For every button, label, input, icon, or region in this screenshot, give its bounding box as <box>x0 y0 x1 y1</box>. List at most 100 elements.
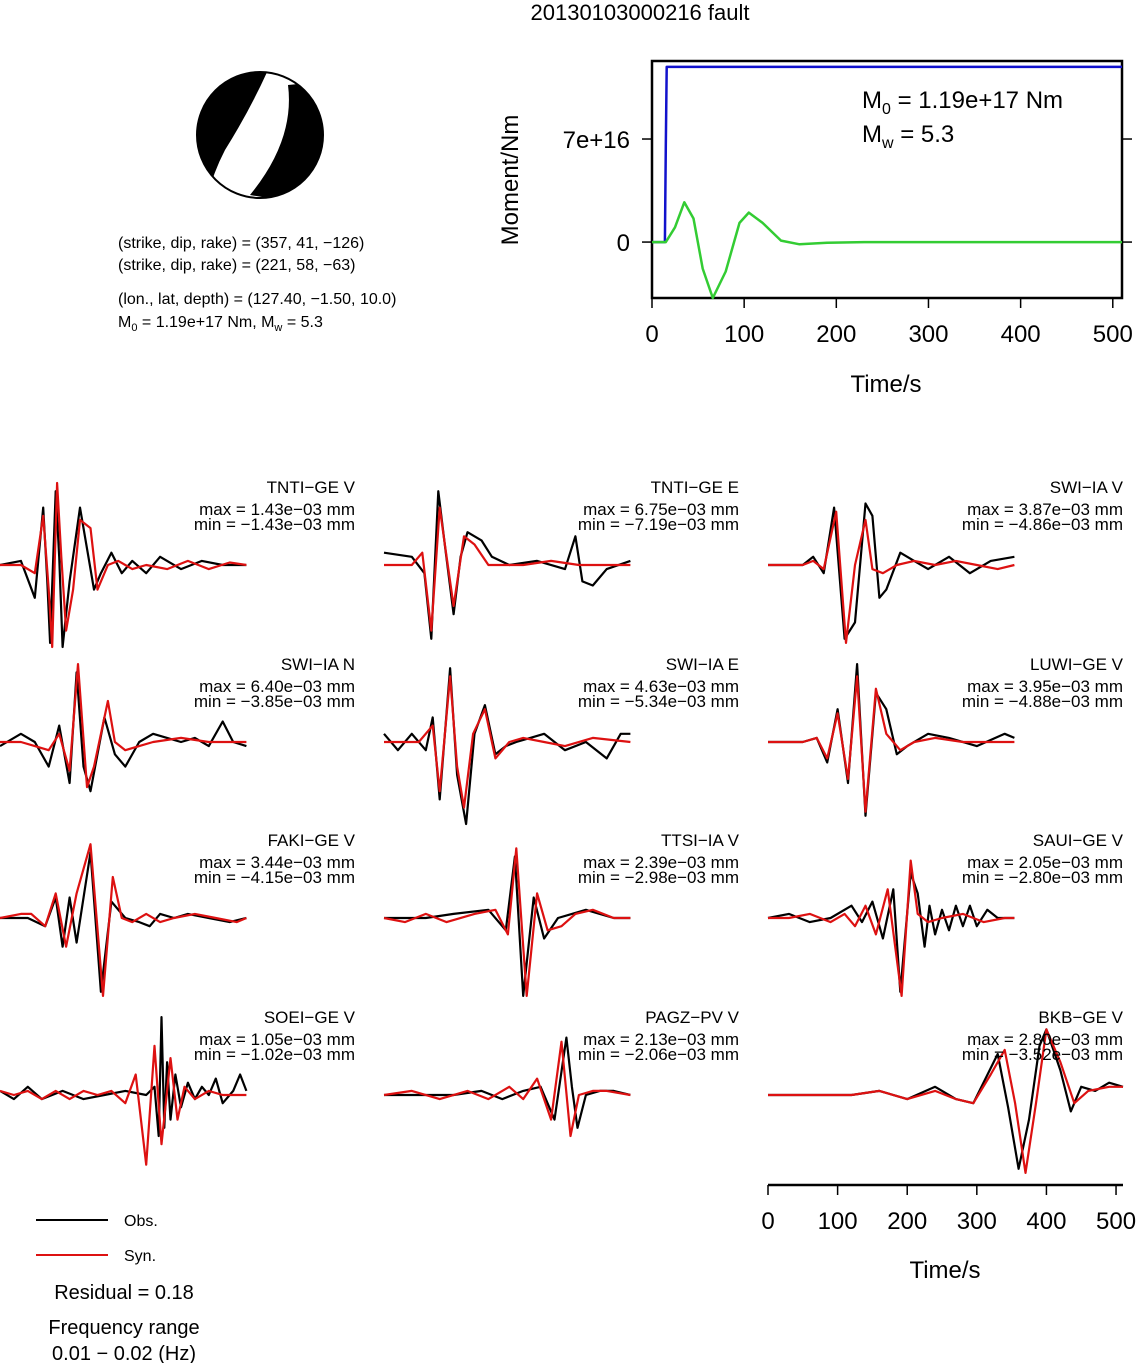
legend: Obs. Syn. <box>36 1213 158 1265</box>
synthetic-trace <box>0 662 247 789</box>
moment-ytick-label: 7e+16 <box>563 127 630 154</box>
station-max: max = 2.39e−03 mm <box>583 853 739 872</box>
station-min: min = −7.19e−03 mm <box>578 515 739 534</box>
station-name: FAKI−GE V <box>268 831 356 850</box>
station-name: TNTI−GE E <box>651 478 739 497</box>
figure-title: 20130103000216 fault <box>531 0 750 25</box>
station-name: SWI−IA N <box>281 655 355 674</box>
moment-xtick-label: 200 <box>816 321 856 348</box>
moment-xtick-label: 100 <box>724 321 764 348</box>
wave-xtick-label: 400 <box>1026 1208 1066 1235</box>
observed-trace <box>767 871 1015 993</box>
observed-trace <box>0 671 247 793</box>
station-min: min = −2.80e−03 mm <box>962 868 1123 887</box>
moment-xlabel: Time/s <box>850 371 921 398</box>
station-name: SWI−IA V <box>1050 478 1124 497</box>
waveform-time-axis: 0 100 200 300 400 500 <box>761 1183 1136 1235</box>
moment-axes: 0 100 200 300 400 500 0 7e+16 <box>563 127 1133 348</box>
observed-trace <box>768 502 1015 640</box>
station-name: BKB−GE V <box>1038 1008 1123 1027</box>
m0-value: = 1.19e+17 Nm, <box>137 314 261 331</box>
moment-line: M0 = 1.19e+17 Nm, Mw = 5.3 <box>118 314 323 334</box>
synthetic-trace <box>768 1028 1123 1175</box>
station-min: min = −5.34e−03 mm <box>578 692 739 711</box>
synthetic-trace <box>768 675 1015 813</box>
synthetic-trace <box>384 675 631 809</box>
station-name: LUWI−GE V <box>1030 655 1124 674</box>
moment-ylabel: Moment/Nm <box>497 115 524 246</box>
m0-annotation: M0 = 1.19e+17 Nm <box>862 87 1063 118</box>
synthetic-trace <box>768 510 1015 645</box>
m0-annot-subscript: 0 <box>882 101 891 118</box>
wave-xtick-label: 500 <box>1096 1208 1136 1235</box>
mw-subscript: w <box>273 322 282 334</box>
station-max: max = 4.63e−03 mm <box>583 677 739 696</box>
station-name: TNTI−GE V <box>267 478 356 497</box>
station-name: SAUI−GE V <box>1033 831 1124 850</box>
mw-annotation: Mw = 5.3 <box>862 121 954 152</box>
wave-xtick-label: 100 <box>818 1208 858 1235</box>
station-min: min = −2.06e−03 mm <box>578 1045 739 1064</box>
moment-series-green <box>652 201 1122 300</box>
station-name: PAGZ−PV V <box>645 1008 739 1027</box>
station-max: max = 1.43e−03 mm <box>199 500 355 519</box>
observed-trace <box>383 667 631 826</box>
moment-series-red <box>652 199 1122 298</box>
observed-trace <box>383 490 631 640</box>
station-max: max = 2.05e−03 mm <box>967 853 1123 872</box>
station-min: min = −4.15e−03 mm <box>194 868 355 887</box>
wave-xtick-label: 200 <box>887 1208 927 1235</box>
residual-label: Residual = 0.18 <box>54 1282 194 1304</box>
moment-ytick-label: 0 <box>617 230 630 257</box>
moment-xtick-label: 0 <box>645 321 658 348</box>
synthetic-trace <box>384 506 631 632</box>
station-max: max = 2.13e−03 mm <box>583 1030 739 1049</box>
station-min: min = −3.85e−03 mm <box>194 692 355 711</box>
synthetic-trace <box>383 1040 631 1138</box>
m0-subscript: 0 <box>131 322 137 334</box>
mechanism-line-2: (strike, dip, rake) = (221, 58, −63) <box>118 257 355 274</box>
station-name: SWI−IA E <box>666 655 739 674</box>
mw-annot-symbol: M <box>862 121 882 148</box>
mechanism-line-1: (strike, dip, rake) = (357, 41, −126) <box>118 235 364 252</box>
station-name: TTSI−IA V <box>661 831 740 850</box>
station-min: min = −2.98e−03 mm <box>578 868 739 887</box>
m0-annot-value: = 1.19e+17 Nm <box>891 87 1063 114</box>
moment-xtick-label: 400 <box>1001 321 1041 348</box>
moment-series-group <box>652 65 1122 300</box>
station-max: max = 6.40e−03 mm <box>199 677 355 696</box>
observed-trace <box>384 855 631 998</box>
synthetic-trace <box>383 847 631 998</box>
station-max: max = 3.87e−03 mm <box>967 500 1123 519</box>
legend-obs-label: Obs. <box>124 1213 158 1230</box>
wave-xlabel: Time/s <box>909 1257 980 1284</box>
mw-annot-value: = 5.3 <box>894 121 955 148</box>
mw-value: = 5.3 <box>282 314 323 331</box>
moment-xtick-label: 300 <box>908 321 948 348</box>
station-max: max = 6.75e−03 mm <box>583 500 739 519</box>
station-min: min = −4.88e−03 mm <box>962 692 1123 711</box>
legend-syn-label: Syn. <box>124 1248 156 1265</box>
synthetic-trace <box>0 1044 247 1166</box>
synthetic-trace <box>0 481 247 649</box>
station-min: min = −4.86e−03 mm <box>962 515 1123 534</box>
station-max: max = 3.44e−03 mm <box>199 853 355 872</box>
mw-symbol: M <box>261 314 274 331</box>
station-min: min = −1.02e−03 mm <box>194 1045 355 1064</box>
synthetic-trace <box>768 859 1015 998</box>
frequency-range-value: 0.01 − 0.02 (Hz) <box>52 1343 196 1363</box>
m0-symbol: M <box>118 314 131 331</box>
frequency-range-label: Frequency range <box>48 1317 199 1339</box>
